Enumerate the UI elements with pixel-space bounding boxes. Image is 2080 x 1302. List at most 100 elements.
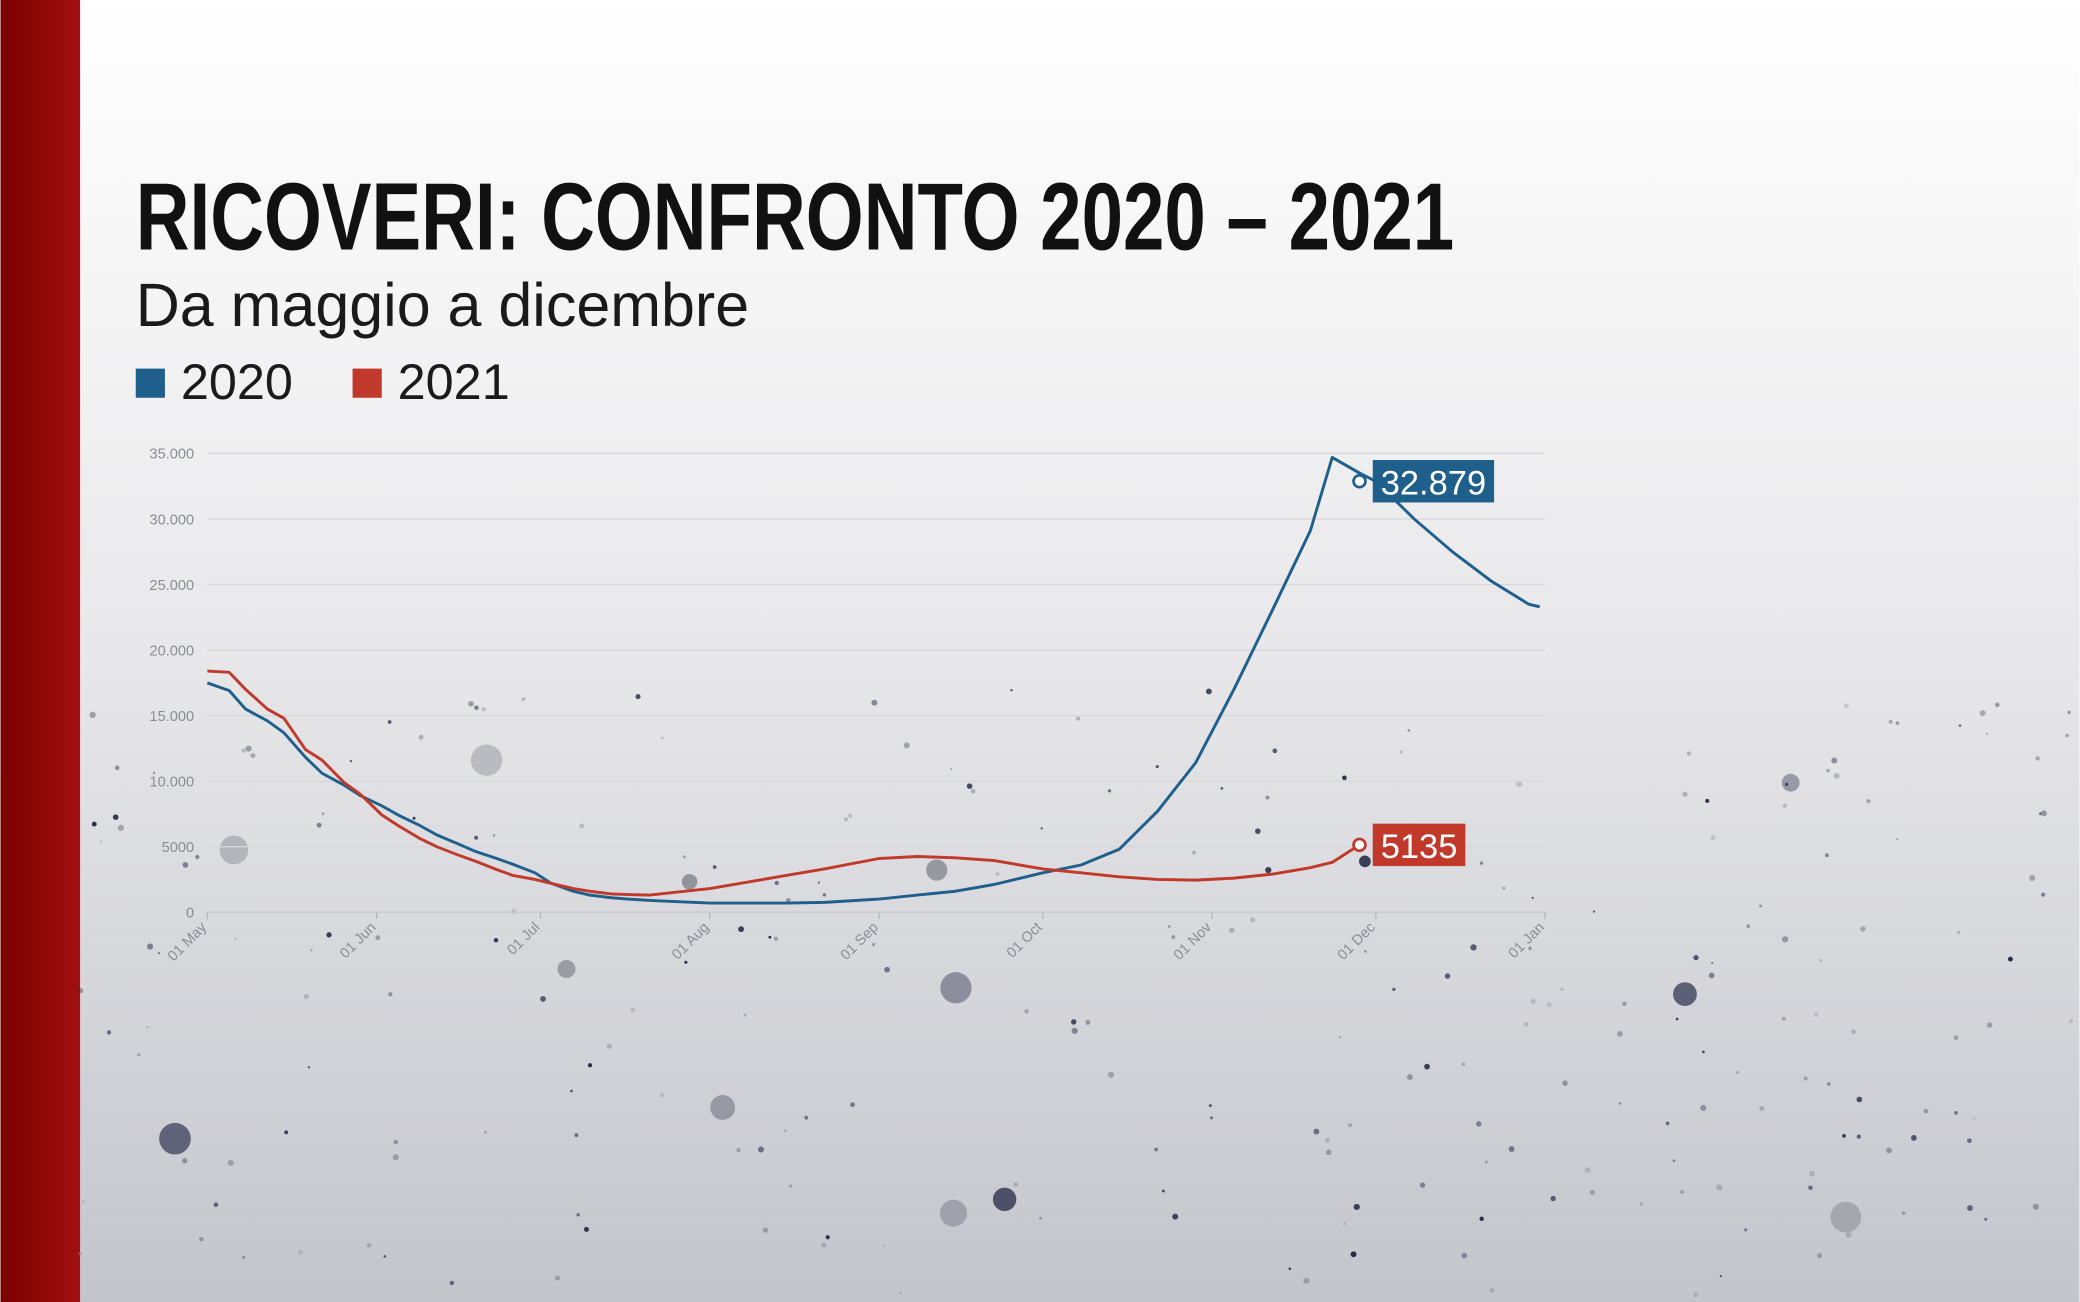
annotation-label: 5135 xyxy=(1381,828,1458,866)
decor-dot xyxy=(310,949,313,952)
decor-dot xyxy=(1419,1182,1426,1188)
decor-dot xyxy=(2035,756,2040,761)
decor-dot xyxy=(684,960,688,964)
decor-dot xyxy=(470,744,503,776)
decor-dot xyxy=(804,1115,809,1120)
decor-dot xyxy=(1209,1116,1213,1120)
decor-dot xyxy=(1192,850,1196,855)
decor-dot xyxy=(1826,768,1830,773)
decor-dot xyxy=(757,1146,764,1153)
decor-dot xyxy=(412,816,416,820)
decor-dot xyxy=(375,935,381,941)
decor-dot xyxy=(227,1159,234,1166)
decor-dot xyxy=(926,859,948,881)
decor-dot xyxy=(492,834,496,837)
decor-dot xyxy=(1842,1134,1846,1138)
decor-dot xyxy=(583,1226,589,1232)
decor-dot xyxy=(768,935,772,939)
decor-dot xyxy=(1168,925,1171,928)
legend-swatch xyxy=(135,368,165,398)
decor-dot xyxy=(298,1249,304,1255)
y-tick-label: 10.000 xyxy=(150,774,195,790)
decor-dot xyxy=(2032,1203,2039,1210)
decor-dot xyxy=(773,936,779,941)
decor-dot xyxy=(883,1244,886,1247)
decor-dot xyxy=(762,1227,769,1233)
decor-dot xyxy=(1851,1029,1856,1035)
decor-dot xyxy=(2069,1018,2074,1024)
decor-dot xyxy=(1979,710,1986,716)
series-line xyxy=(207,669,1361,897)
y-tick-label: 15.000 xyxy=(150,709,195,725)
decor-dot xyxy=(1342,775,1347,781)
annotation-box xyxy=(1372,460,1495,503)
decor-dot xyxy=(848,813,853,818)
decor-dot xyxy=(1265,795,1270,800)
decor-dot xyxy=(387,720,392,724)
decor-dot xyxy=(1782,1017,1786,1021)
decor-dot xyxy=(316,822,322,828)
decor-dot xyxy=(1407,729,1411,732)
decor-dot xyxy=(474,835,479,840)
decor-dot xyxy=(1584,1167,1591,1174)
decor-dot xyxy=(1715,1184,1723,1191)
decor-dot xyxy=(1833,772,1840,779)
decor-dot xyxy=(1343,1222,1346,1226)
decor-dot xyxy=(1348,1123,1353,1128)
decor-dot xyxy=(1680,1190,1685,1195)
decor-dot xyxy=(557,959,576,979)
decor-dot xyxy=(1957,930,1961,935)
decor-dot xyxy=(1665,1121,1670,1126)
decor-dot xyxy=(1673,982,1697,1007)
decor-dot xyxy=(1784,782,1789,787)
decor-dot xyxy=(1719,1275,1723,1278)
decor-dot xyxy=(392,1154,399,1161)
decor-dot xyxy=(1592,910,1596,913)
decor-dot xyxy=(743,1013,747,1017)
decor-dot xyxy=(540,996,546,1002)
decor-dot xyxy=(970,789,976,794)
decor-dot xyxy=(1265,866,1272,874)
decor-dot xyxy=(418,734,424,740)
decor-dot xyxy=(1711,961,1714,965)
decor-dot xyxy=(789,1184,793,1188)
decor-dot xyxy=(182,862,189,868)
decor-dot xyxy=(284,1130,289,1135)
decor-dot xyxy=(587,1063,593,1068)
decor-dot xyxy=(159,1122,191,1155)
decor-dot xyxy=(182,1158,188,1164)
side-strip xyxy=(0,0,81,1302)
decor-dot xyxy=(712,865,717,869)
decor-dot xyxy=(1325,1149,1332,1156)
decor-dot xyxy=(1781,936,1789,943)
decor-dot xyxy=(1524,1022,1529,1027)
legend: 2020 2021 xyxy=(135,353,510,410)
decor-dot xyxy=(871,699,878,706)
decor-dot xyxy=(821,1242,827,1248)
legend-swatch xyxy=(352,368,382,398)
decor-dot xyxy=(1895,721,1900,725)
decor-dot xyxy=(1350,1251,1357,1258)
decor-dot xyxy=(493,937,499,943)
decor-dot xyxy=(1013,1182,1018,1187)
decor-dot xyxy=(1781,773,1800,792)
decor-dot xyxy=(1040,827,1043,830)
decor-dot xyxy=(241,1255,246,1260)
decor-dot xyxy=(872,942,876,947)
decor-dot xyxy=(1502,886,1506,890)
decor-dot xyxy=(1161,1189,1165,1193)
decor-dot xyxy=(659,1092,665,1098)
decor-dot xyxy=(1208,1104,1212,1108)
decor-dot xyxy=(635,694,641,700)
decor-dot xyxy=(303,993,309,1000)
decor-dot xyxy=(146,1026,149,1029)
decor-dot xyxy=(1220,787,1224,790)
decor-dot xyxy=(884,966,890,973)
decor-dot xyxy=(146,943,154,950)
decor-dot xyxy=(1479,1216,1484,1221)
decor-dot xyxy=(1972,1116,1976,1120)
decor-dot xyxy=(1255,828,1261,835)
y-tick-label: 5000 xyxy=(162,840,194,856)
